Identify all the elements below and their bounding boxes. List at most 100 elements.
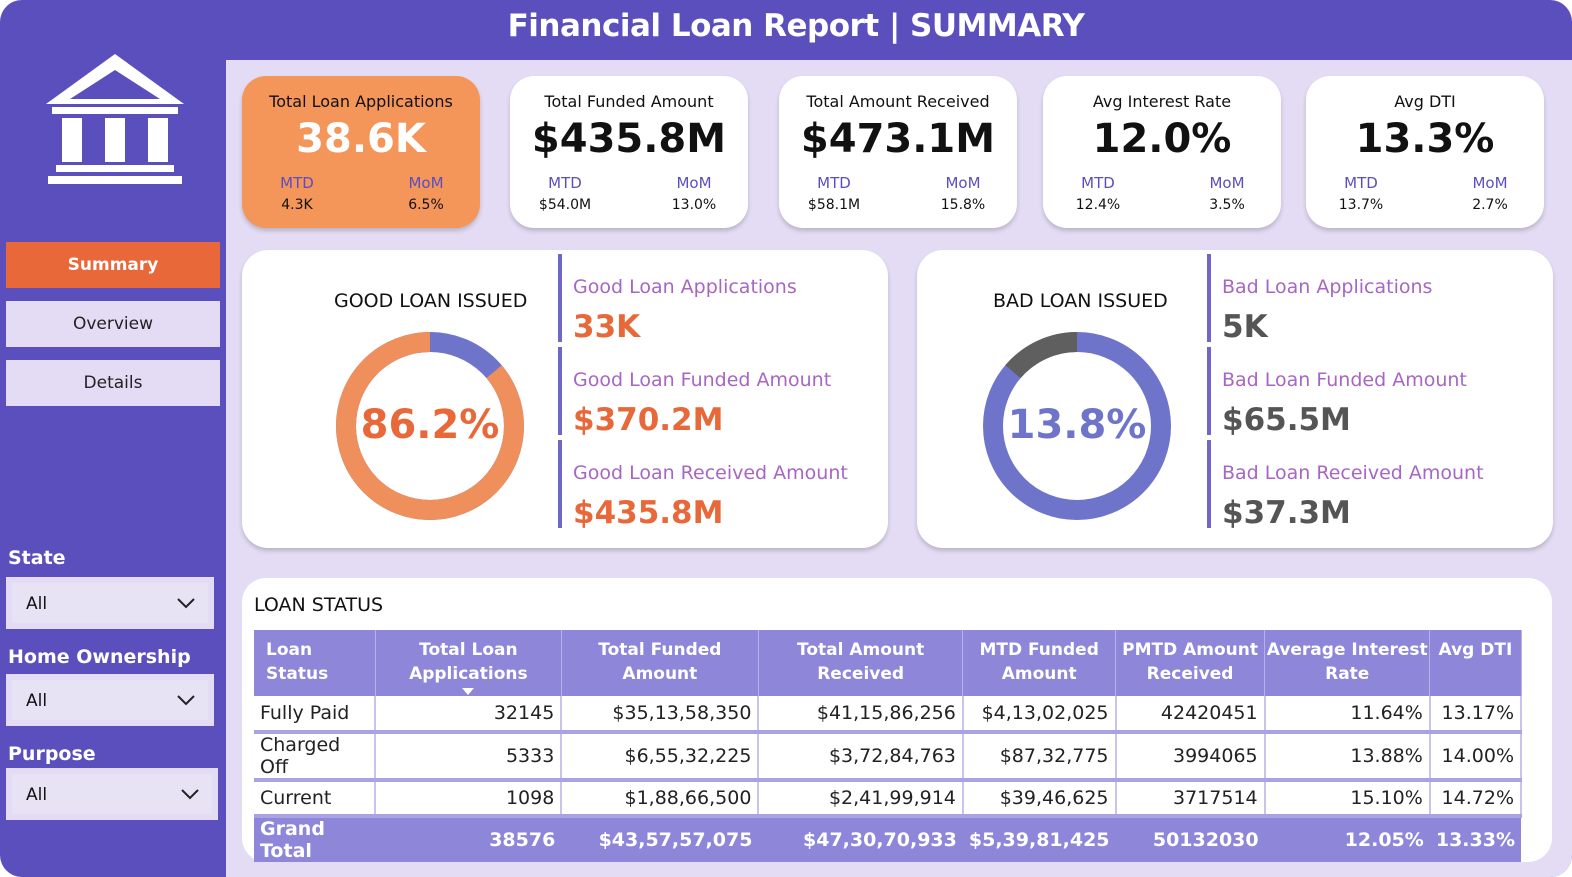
col-header-pmtd-received[interactable]: PMTD Amount Received bbox=[1115, 630, 1266, 696]
col-header-avg-dti[interactable]: Avg DTI bbox=[1429, 630, 1522, 696]
col-header-mtd-funded[interactable]: MTD Funded Amount bbox=[962, 630, 1117, 696]
bad-loan-panel: BAD LOAN ISSUED 13.8% Bad Loan Applicati… bbox=[917, 250, 1553, 548]
cell: $41,15,86,256 bbox=[758, 696, 964, 734]
kpi-value: $473.1M bbox=[800, 116, 996, 162]
col-header-total-applications[interactable]: Total Loan Applications bbox=[375, 630, 562, 696]
nav-summary-button[interactable]: Summary bbox=[6, 242, 220, 288]
kpi-mtd-value: $58.1M bbox=[807, 197, 861, 213]
home-ownership-dropdown-value: All bbox=[26, 691, 48, 711]
cell: Charged Off bbox=[254, 732, 377, 782]
kpi-value: 12.0% bbox=[1092, 116, 1232, 162]
home-ownership-dropdown[interactable]: All bbox=[6, 674, 214, 726]
cell: $4,13,02,025 bbox=[962, 696, 1117, 734]
kpi-title: Total Amount Received bbox=[806, 92, 990, 111]
bad-loan-funded-metric: Bad Loan Funded Amount $65.5M bbox=[1207, 347, 1527, 438]
purpose-dropdown-value: All bbox=[26, 785, 48, 805]
kpi-value: 13.3% bbox=[1355, 116, 1495, 162]
cell: 3994065 bbox=[1115, 732, 1266, 782]
metric-value: 5K bbox=[1222, 309, 1268, 345]
col-header-avg-interest[interactable]: Average Interest Rate bbox=[1264, 630, 1431, 696]
kpi-value: $435.8M bbox=[531, 116, 727, 162]
kpi-mtd-label: MTD bbox=[817, 174, 851, 192]
kpi-mom-label: MoM bbox=[408, 174, 444, 192]
cell: $6,55,32,225 bbox=[561, 732, 760, 782]
bad-loan-title: BAD LOAN ISSUED bbox=[993, 290, 1168, 312]
page-title: Financial Loan Report | SUMMARY bbox=[507, 8, 1085, 44]
table-row[interactable]: Current 1098 $1,88,66,500 $2,41,99,914 $… bbox=[254, 780, 1523, 818]
sort-descending-icon bbox=[462, 688, 475, 695]
kpi-mtd-value: 12.4% bbox=[1075, 197, 1121, 213]
bad-loan-percent: 13.8% bbox=[1007, 402, 1147, 448]
bad-loan-applications-metric: Bad Loan Applications 5K bbox=[1207, 254, 1527, 345]
kpi-total-loan-applications: Total Loan Applications 38.6K MTD 4.3K M… bbox=[242, 76, 480, 228]
table-row[interactable]: Charged Off 5333 $6,55,32,225 $3,72,84,7… bbox=[254, 732, 1523, 782]
cell: 13.17% bbox=[1429, 696, 1523, 734]
cell: Current bbox=[254, 780, 377, 818]
cell: 1098 bbox=[375, 780, 563, 818]
kpi-mom-label: MoM bbox=[1472, 174, 1508, 192]
col-header-loan-status[interactable]: Loan Status bbox=[254, 630, 376, 696]
kpi-mom-label: MoM bbox=[676, 174, 712, 192]
chevron-down-icon bbox=[181, 789, 199, 800]
kpi-mom-value: 6.5% bbox=[408, 197, 444, 213]
purpose-filter-label: Purpose bbox=[8, 743, 96, 765]
metric-label: Bad Loan Received Amount bbox=[1222, 462, 1484, 484]
bank-building-icon bbox=[46, 54, 184, 184]
kpi-mom-value: 15.8% bbox=[940, 197, 986, 213]
kpi-mtd-value: 13.7% bbox=[1338, 197, 1384, 213]
chevron-down-icon bbox=[177, 598, 195, 609]
metric-value: $65.5M bbox=[1222, 402, 1351, 438]
cell: 12.05% bbox=[1264, 816, 1430, 862]
kpi-mtd-value: 4.3K bbox=[281, 197, 313, 213]
home-ownership-filter-label: Home Ownership bbox=[8, 646, 191, 668]
cell: 11.64% bbox=[1264, 696, 1431, 734]
cell: $35,13,58,350 bbox=[561, 696, 760, 734]
cell: $1,88,66,500 bbox=[561, 780, 760, 818]
cell: 14.00% bbox=[1429, 732, 1523, 782]
cell: 5333 bbox=[375, 732, 563, 782]
metric-label: Bad Loan Applications bbox=[1222, 276, 1433, 298]
kpi-mom-value: 13.0% bbox=[671, 197, 717, 213]
table-header-row: Loan Status Total Loan Applications Tota… bbox=[254, 630, 1522, 696]
cell: 3717514 bbox=[1115, 780, 1266, 818]
good-loan-donut-segment bbox=[336, 332, 524, 520]
kpi-mom-label: MoM bbox=[1209, 174, 1245, 192]
nav-overview-button[interactable]: Overview bbox=[6, 301, 220, 347]
loan-status-card: LOAN STATUS Loan Status Total Loan Appli… bbox=[242, 578, 1552, 862]
kpi-title: Total Funded Amount bbox=[544, 92, 714, 111]
cell: 32145 bbox=[375, 696, 563, 734]
kpi-mom-value: 2.7% bbox=[1472, 197, 1508, 213]
kpi-total-funded-amount: Total Funded Amount $435.8M MTD $54.0M M… bbox=[510, 76, 748, 228]
metric-label: Good Loan Funded Amount bbox=[573, 369, 832, 391]
chevron-down-icon bbox=[177, 695, 195, 706]
col-header-label: Total Loan Applications bbox=[409, 640, 528, 684]
kpi-mom-label: MoM bbox=[945, 174, 981, 192]
kpi-total-amount-received: Total Amount Received $473.1M MTD $58.1M… bbox=[779, 76, 1017, 228]
state-filter-label: State bbox=[8, 547, 66, 569]
good-loan-percent: 86.2% bbox=[360, 402, 500, 448]
purpose-dropdown[interactable]: All bbox=[6, 768, 218, 820]
cell: $2,41,99,914 bbox=[758, 780, 964, 818]
bad-loan-received-metric: Bad Loan Received Amount $37.3M bbox=[1207, 440, 1527, 531]
cell: Fully Paid bbox=[254, 696, 377, 734]
metric-value: $370.2M bbox=[573, 402, 724, 438]
col-header-total-funded[interactable]: Total Funded Amount bbox=[561, 630, 759, 696]
kpi-value: 38.6K bbox=[296, 116, 426, 162]
col-header-total-received[interactable]: Total Amount Received bbox=[758, 630, 964, 696]
good-loan-donut bbox=[336, 332, 524, 520]
kpi-title: Total Loan Applications bbox=[269, 92, 453, 111]
metric-label: Bad Loan Funded Amount bbox=[1222, 369, 1467, 391]
kpi-title: Avg Interest Rate bbox=[1092, 92, 1232, 111]
kpi-mtd-label: MTD bbox=[280, 174, 314, 192]
metric-label: Good Loan Received Amount bbox=[573, 462, 848, 484]
cell: $43,57,57,075 bbox=[561, 816, 759, 862]
table-row[interactable]: Fully Paid 32145 $35,13,58,350 $41,15,86… bbox=[254, 696, 1523, 734]
nav-details-button[interactable]: Details bbox=[6, 360, 220, 406]
cell: $47,30,70,933 bbox=[758, 816, 963, 862]
kpi-title: Avg DTI bbox=[1394, 92, 1456, 111]
good-loan-panel: GOOD LOAN ISSUED 86.2% Good Loan Applica… bbox=[242, 250, 888, 548]
kpi-mtd-label: MTD bbox=[1344, 174, 1378, 192]
state-dropdown[interactable]: All bbox=[6, 577, 214, 629]
kpi-mtd-label: MTD bbox=[548, 174, 582, 192]
cell: $87,32,775 bbox=[962, 732, 1117, 782]
